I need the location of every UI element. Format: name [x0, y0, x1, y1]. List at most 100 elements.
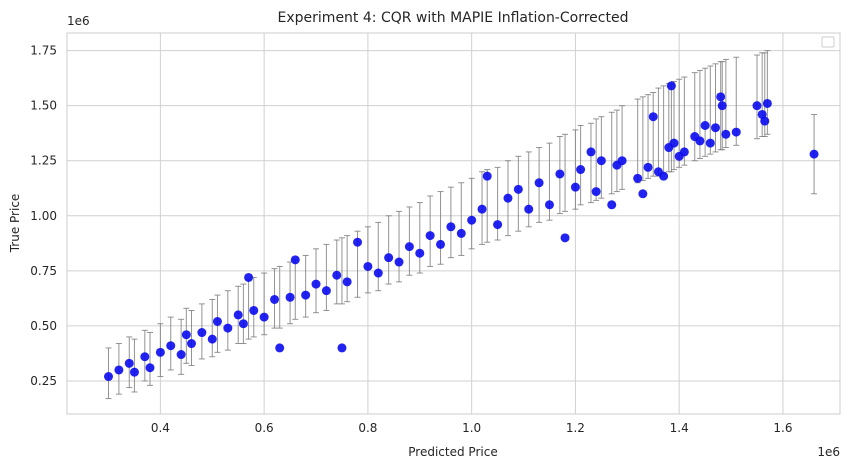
y-tick-label: 0.25 — [30, 374, 57, 388]
data-point — [155, 347, 165, 357]
error-bar — [702, 67, 709, 157]
error-bar — [753, 54, 760, 140]
data-point — [373, 268, 383, 278]
x-tick-label: 1.0 — [462, 421, 481, 435]
data-point — [166, 341, 176, 351]
y-axis-label: True Price — [8, 194, 22, 254]
x-offset-text: 1e6 — [817, 445, 840, 459]
chart-title: Experiment 4: CQR with MAPIE Inflation-C… — [278, 10, 629, 26]
error-bar — [344, 235, 351, 303]
x-tick-label: 0.8 — [358, 421, 377, 435]
data-point — [285, 292, 295, 302]
data-point — [534, 178, 544, 188]
data-point — [617, 156, 627, 166]
data-point — [321, 286, 331, 296]
data-point — [140, 352, 150, 362]
y-tick-label: 1.25 — [30, 154, 57, 168]
data-point — [731, 127, 741, 137]
data-point — [705, 138, 715, 148]
error-bar — [572, 129, 579, 210]
data-point — [591, 187, 601, 197]
error-bar — [396, 210, 403, 283]
error-bar — [209, 298, 216, 358]
data-point — [760, 116, 770, 126]
data-point — [503, 193, 513, 203]
error-bar — [613, 109, 620, 193]
data-point — [666, 81, 676, 91]
data-point — [176, 350, 186, 360]
x-tick-label: 1.4 — [670, 421, 689, 435]
data-point — [586, 147, 596, 157]
error-bar — [338, 237, 345, 305]
data-point — [337, 343, 347, 353]
data-point — [570, 182, 580, 192]
data-point — [643, 162, 653, 172]
data-point — [436, 239, 446, 249]
error-bar — [261, 272, 268, 336]
data-point — [524, 204, 534, 214]
data-point — [187, 339, 197, 349]
error-bar — [276, 265, 283, 329]
data-point — [332, 270, 342, 280]
data-point — [124, 358, 134, 368]
data-point — [659, 171, 669, 181]
plot-frame — [66, 32, 841, 415]
error-bar — [188, 309, 195, 367]
data-point — [596, 156, 606, 166]
data-point — [560, 233, 570, 243]
error-bar — [416, 202, 423, 274]
error-bar — [385, 215, 392, 285]
data-point — [259, 312, 269, 322]
error-bar — [178, 318, 185, 375]
error-bar — [437, 191, 444, 265]
data-point — [809, 149, 819, 159]
error-bar — [593, 118, 600, 201]
data-point — [607, 200, 617, 210]
data-point — [212, 317, 222, 327]
data-point — [456, 228, 466, 238]
data-point — [716, 92, 726, 102]
data-point — [384, 253, 394, 263]
error-bar — [131, 338, 138, 393]
x-tick-label: 1.2 — [566, 421, 585, 435]
data-point — [710, 123, 720, 133]
error-bar — [650, 91, 657, 177]
x-tick-label: 1.6 — [773, 421, 792, 435]
data-point — [415, 248, 425, 258]
error-bar — [364, 226, 371, 294]
data-point — [129, 367, 139, 377]
data-point — [223, 323, 233, 333]
data-point — [145, 363, 155, 373]
error-bar — [562, 133, 569, 212]
data-point — [301, 290, 311, 300]
data-point — [482, 171, 492, 181]
data-point — [446, 222, 456, 232]
y-offset-text: 1e6 — [67, 14, 90, 28]
data-point — [244, 272, 254, 282]
data-point — [700, 120, 710, 130]
y-tick-label: 1.50 — [30, 99, 57, 113]
data-point — [555, 169, 565, 179]
data-point — [493, 220, 503, 230]
data-point — [249, 305, 259, 315]
data-point — [181, 330, 191, 340]
data-point — [233, 310, 243, 320]
data-points — [104, 81, 819, 382]
data-point — [762, 98, 772, 108]
error-bar — [691, 72, 698, 162]
data-point — [311, 279, 321, 289]
data-point — [638, 189, 648, 199]
x-tick-label: 0.6 — [255, 421, 274, 435]
data-point — [679, 147, 689, 157]
data-point — [197, 328, 207, 338]
data-point — [270, 294, 280, 304]
data-point — [363, 261, 373, 271]
data-point — [721, 129, 731, 139]
data-point — [290, 255, 300, 265]
y-tick-label: 1.00 — [30, 209, 57, 223]
data-point — [238, 319, 248, 329]
data-point — [404, 242, 414, 252]
data-point — [648, 112, 658, 122]
